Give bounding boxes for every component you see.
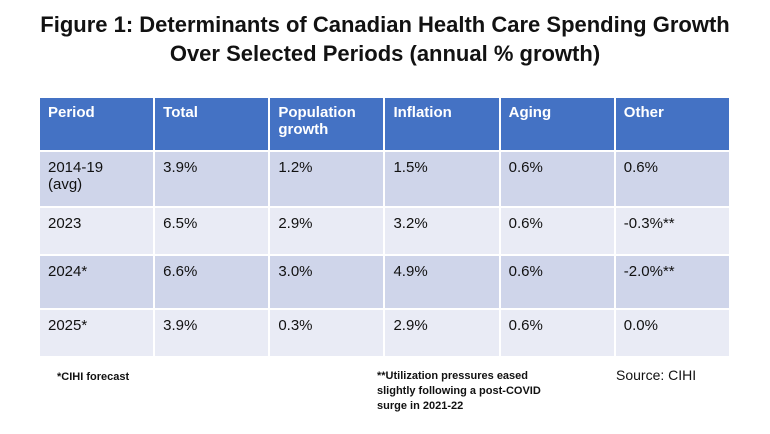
table-cell: 2024* bbox=[40, 256, 154, 308]
table-cell: 3.9% bbox=[155, 310, 269, 356]
table-cell: 0.3% bbox=[270, 310, 384, 356]
table-header-row: Period Total Population growth Inflation… bbox=[40, 98, 729, 150]
table-cell: 0.6% bbox=[500, 256, 614, 308]
table-cell: 6.5% bbox=[155, 208, 269, 254]
table-cell: 2025* bbox=[40, 310, 154, 356]
table-cell: 4.9% bbox=[385, 256, 499, 308]
figure-title: Figure 1: Determinants of Canadian Healt… bbox=[0, 10, 770, 68]
determinants-table: Period Total Population growth Inflation… bbox=[38, 96, 731, 358]
table-cell: -0.3%** bbox=[615, 208, 729, 254]
table-cell: 3.9% bbox=[155, 152, 269, 206]
table-cell: 2.9% bbox=[270, 208, 384, 254]
table-cell: 2014-19 (avg) bbox=[40, 152, 154, 206]
table-cell: 0.6% bbox=[500, 208, 614, 254]
header-cell-total: Total bbox=[155, 98, 269, 150]
figure-title-line2: Over Selected Periods (annual % growth) bbox=[169, 41, 601, 66]
table-cell: 2023 bbox=[40, 208, 154, 254]
table-cell: -2.0%** bbox=[615, 256, 729, 308]
header-cell-aging: Aging bbox=[500, 98, 614, 150]
table-row-2025: 2025* 3.9% 0.3% 2.9% 0.6% 0.0% bbox=[40, 310, 729, 356]
header-cell-inflation: Inflation bbox=[385, 98, 499, 150]
footnote-forecast: *CIHI forecast bbox=[57, 371, 130, 383]
header-cell-other: Other bbox=[615, 98, 729, 150]
source-note: Source: CIHI bbox=[616, 367, 697, 383]
figure-title-line1: Figure 1: Determinants of Canadian Healt… bbox=[40, 12, 730, 37]
table-cell: 3.0% bbox=[270, 256, 384, 308]
table-cell: 0.6% bbox=[500, 152, 614, 206]
table-cell: 3.2% bbox=[385, 208, 499, 254]
table-row-2023: 2023 6.5% 2.9% 3.2% 0.6% -0.3%** bbox=[40, 208, 729, 254]
table-row-2014-19: 2014-19 (avg) 3.9% 1.2% 1.5% 0.6% 0.6% bbox=[40, 152, 729, 206]
table-row-2024: 2024* 6.6% 3.0% 4.9% 0.6% -2.0%** bbox=[40, 256, 729, 308]
header-cell-period: Period bbox=[40, 98, 154, 150]
table-cell: 2.9% bbox=[385, 310, 499, 356]
table-cell: 1.2% bbox=[270, 152, 384, 206]
table-cell: 0.6% bbox=[500, 310, 614, 356]
table-cell: 1.5% bbox=[385, 152, 499, 206]
table-cell: 0.6% bbox=[615, 152, 729, 206]
header-cell-population-growth: Population growth bbox=[270, 98, 384, 150]
footnote-utilization: **Utilization pressures eased slightly f… bbox=[377, 370, 541, 412]
table-cell: 0.0% bbox=[615, 310, 729, 356]
table-cell: 6.6% bbox=[155, 256, 269, 308]
